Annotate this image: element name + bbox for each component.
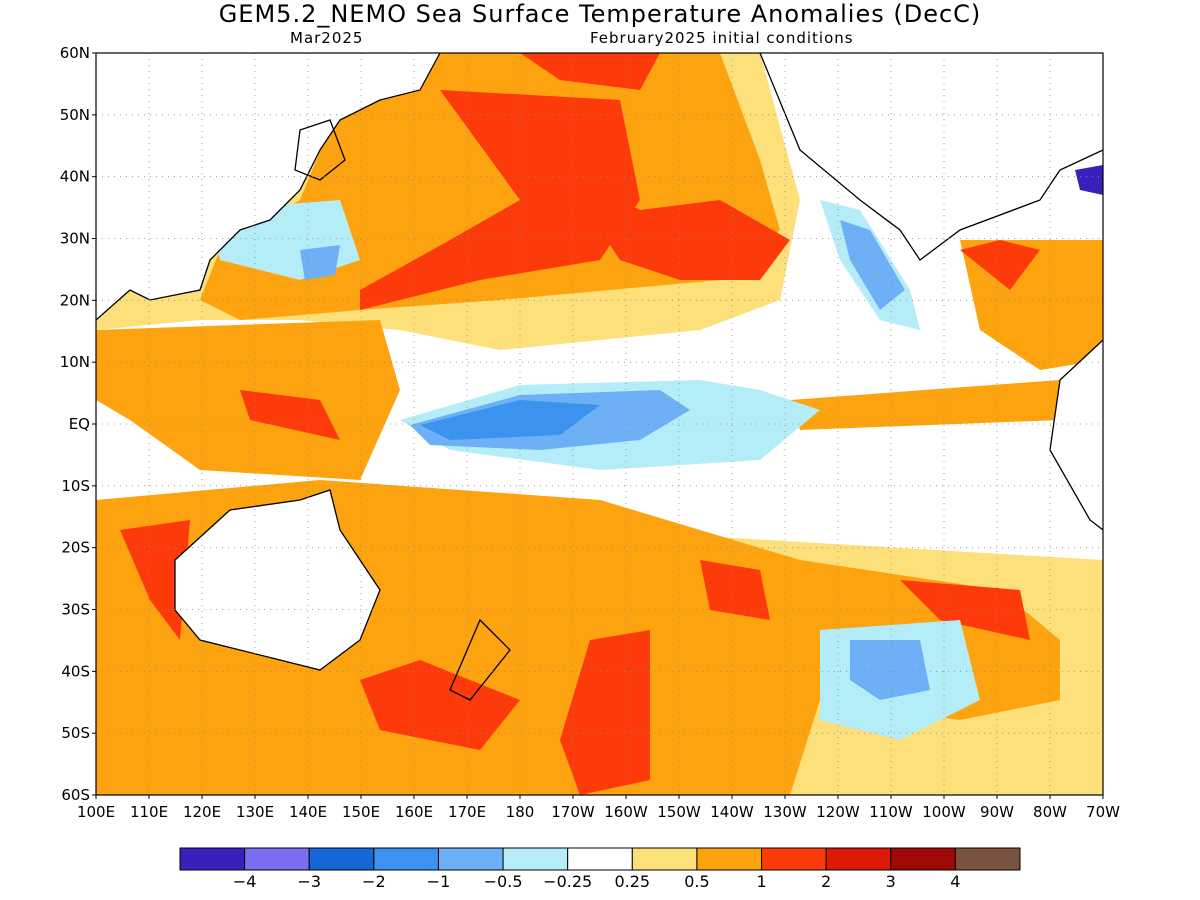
lat-label: 20N	[60, 291, 90, 309]
lon-label: 160W	[604, 803, 648, 821]
longitude-labels: 100E 110E 120E 130E 140E 150E 160E 170E 180 170W 1…	[77, 795, 1120, 821]
colorbar-swatch	[437, 847, 504, 871]
colorbar-label: −1	[427, 872, 451, 891]
lon-label: 100W	[922, 803, 966, 821]
lat-label: 60N	[60, 44, 90, 62]
lon-label: 110W	[869, 803, 913, 821]
lon-label: 100E	[77, 803, 115, 821]
colorbar-label: 3	[886, 872, 896, 891]
initial-conditions-label: February2025 initial conditions	[590, 29, 854, 47]
lon-label: 80W	[1033, 803, 1067, 821]
colorbar-label: 4	[950, 872, 960, 891]
colorbar-label: −0.5	[484, 872, 523, 891]
valid-month-label: Mar2025	[290, 29, 364, 47]
lon-label: 140W	[710, 803, 754, 821]
map-grid	[96, 53, 1103, 795]
colorbar-swatch	[696, 847, 763, 871]
lat-label: 30N	[60, 230, 90, 248]
colorbar-label: 0.5	[684, 872, 709, 891]
lon-label: 170E	[448, 803, 486, 821]
lon-label: 120E	[183, 803, 221, 821]
colorbar-label: 1	[756, 872, 766, 891]
colorbar: −4 −3 −2 −1 −0.5 −0.25 0.25 0.5 1 2 3 4	[179, 847, 1021, 891]
colorbar-swatch	[244, 847, 310, 871]
colorbar-swatch	[179, 847, 246, 871]
lon-label: 140E	[289, 803, 327, 821]
colorbar-label: −0.25	[543, 872, 592, 891]
colorbar-swatch	[567, 847, 633, 871]
lon-label: 110E	[130, 803, 168, 821]
colorbar-swatch	[825, 847, 892, 871]
colorbar-swatch	[308, 847, 375, 871]
colorbar-label: 0.25	[614, 872, 650, 891]
latitude-labels: 60N 50N 40N 30N 20N 10N EQ 10S 20S 30S 40S 50S 60S	[60, 44, 96, 804]
lat-label: 30S	[61, 601, 90, 619]
lon-label: 130E	[236, 803, 274, 821]
lat-label: 10S	[61, 477, 90, 495]
lon-label: 160E	[395, 803, 433, 821]
lon-label: 180	[506, 803, 535, 821]
colorbar-swatch	[761, 847, 827, 871]
lon-label: 70W	[1086, 803, 1120, 821]
lat-label: 50N	[60, 106, 90, 124]
lon-label: 130W	[763, 803, 807, 821]
lon-label: 150W	[657, 803, 701, 821]
map-title: GEM5.2_NEMO Sea Surface Temperature Anom…	[218, 0, 982, 28]
lon-label: 90W	[980, 803, 1014, 821]
lat-label: 20S	[61, 539, 90, 557]
colorbar-swatch	[954, 847, 1021, 871]
colorbar-label: −2	[362, 872, 386, 891]
lat-label: 50S	[61, 724, 90, 742]
lon-label: 170W	[551, 803, 595, 821]
colorbar-swatch	[502, 847, 569, 871]
lon-label: 120W	[816, 803, 860, 821]
lat-label: 10N	[60, 353, 90, 371]
colorbar-label: 2	[821, 872, 831, 891]
colorbar-label: −4	[233, 872, 257, 891]
colorbar-swatch	[631, 847, 698, 871]
lon-label: 150E	[342, 803, 380, 821]
colorbar-swatch	[890, 847, 956, 871]
lat-label: 40N	[60, 168, 90, 186]
colorbar-label: −3	[297, 872, 321, 891]
colorbar-swatch	[373, 847, 439, 871]
lat-label: 60S	[61, 786, 90, 804]
lat-label: 40S	[61, 662, 90, 680]
lat-label: EQ	[69, 415, 90, 433]
